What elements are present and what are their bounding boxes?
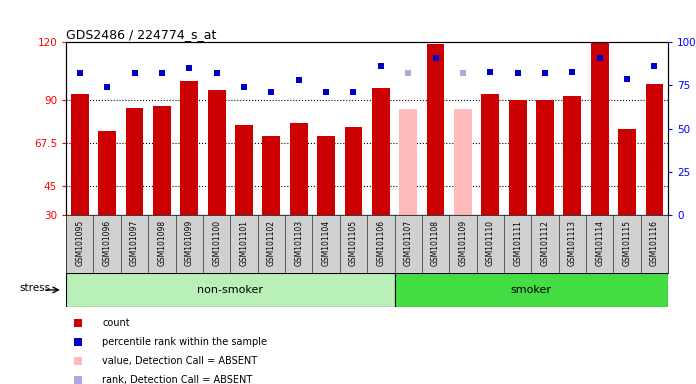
Text: GSM101109: GSM101109: [459, 220, 468, 266]
Bar: [317, 136, 335, 215]
Text: GSM101113: GSM101113: [568, 220, 577, 266]
Text: stress: stress: [19, 283, 51, 293]
Bar: [564, 96, 581, 215]
Text: GSM101104: GSM101104: [322, 220, 331, 266]
Bar: [98, 131, 116, 215]
Text: smoker: smoker: [511, 285, 552, 295]
Bar: [180, 81, 198, 215]
Bar: [345, 127, 363, 215]
Bar: [618, 129, 636, 215]
Bar: [536, 100, 554, 215]
Text: GSM101105: GSM101105: [349, 220, 358, 266]
Text: GSM101111: GSM101111: [513, 220, 522, 265]
Bar: [207, 90, 226, 215]
Bar: [509, 100, 527, 215]
Text: GSM101096: GSM101096: [103, 220, 111, 266]
Text: GSM101108: GSM101108: [431, 220, 440, 266]
Bar: [454, 109, 472, 215]
Text: GSM101100: GSM101100: [212, 220, 221, 266]
Text: GSM101098: GSM101098: [157, 220, 166, 266]
Bar: [71, 94, 88, 215]
Text: GSM101115: GSM101115: [623, 220, 631, 266]
Bar: [591, 33, 608, 215]
Bar: [153, 106, 171, 215]
Text: GSM101101: GSM101101: [239, 220, 248, 266]
Bar: [427, 44, 445, 215]
Bar: [66, 273, 395, 307]
Text: count: count: [102, 318, 130, 328]
Text: GSM101112: GSM101112: [541, 220, 550, 265]
Text: non-smoker: non-smoker: [197, 285, 263, 295]
Bar: [646, 84, 663, 215]
Bar: [262, 136, 280, 215]
Text: GSM101116: GSM101116: [650, 220, 659, 266]
Text: GSM101114: GSM101114: [595, 220, 604, 266]
Text: GSM101099: GSM101099: [184, 220, 193, 266]
Text: GSM101095: GSM101095: [75, 220, 84, 266]
Bar: [290, 123, 308, 215]
Text: GSM101103: GSM101103: [294, 220, 303, 266]
Text: value, Detection Call = ABSENT: value, Detection Call = ABSENT: [102, 356, 258, 366]
Text: GSM101097: GSM101097: [130, 220, 139, 266]
Text: GSM101107: GSM101107: [404, 220, 413, 266]
Text: GSM101106: GSM101106: [377, 220, 386, 266]
Text: GSM101110: GSM101110: [486, 220, 495, 266]
Text: percentile rank within the sample: percentile rank within the sample: [102, 337, 267, 347]
Bar: [235, 125, 253, 215]
Bar: [126, 108, 143, 215]
Bar: [400, 109, 417, 215]
Text: rank, Detection Call = ABSENT: rank, Detection Call = ABSENT: [102, 375, 253, 384]
Bar: [372, 88, 390, 215]
Text: GSM101102: GSM101102: [267, 220, 276, 266]
Bar: [395, 273, 668, 307]
Bar: [482, 94, 499, 215]
Text: GDS2486 / 224774_s_at: GDS2486 / 224774_s_at: [66, 28, 216, 41]
